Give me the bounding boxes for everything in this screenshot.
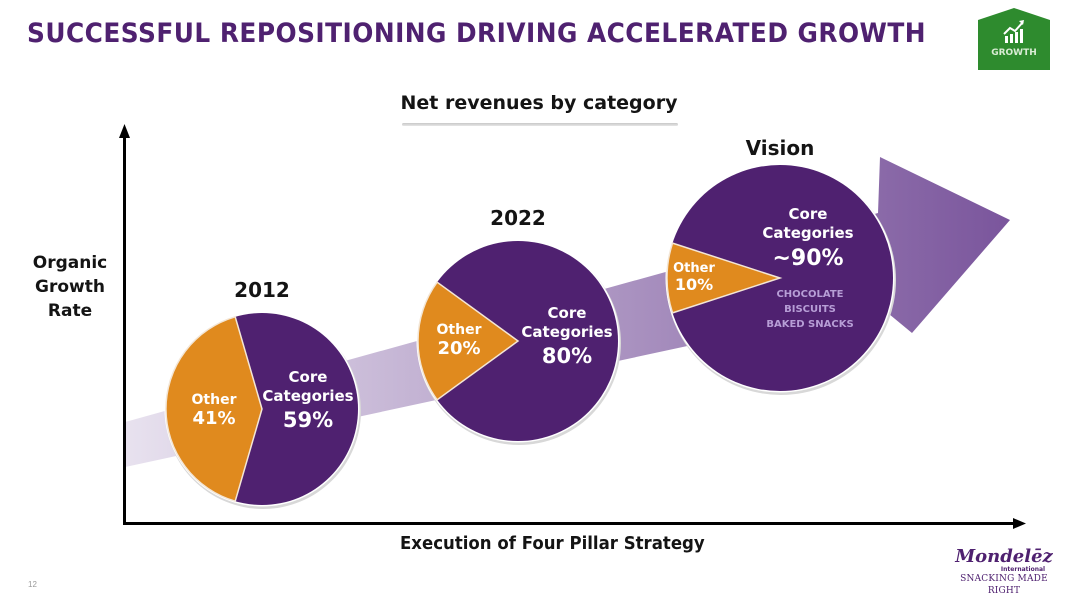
page-number: 12 [28,580,37,589]
core-value: ~90% [772,246,843,271]
core-detail-item: BISCUITS [784,304,836,315]
other-label: Other [192,392,237,408]
core-label-line: Core [289,368,328,386]
pie-year-label: 2022 [490,206,546,230]
y-axis-label-line: Rate [47,301,93,321]
logo-tagline: SNACKING MADE RIGHT [960,574,1048,596]
pie-year-label: Vision [746,136,815,160]
chart-title: Net revenues by category [400,92,678,114]
core-detail-item: BAKED SNACKS [766,319,853,330]
growth-badge: GROWTH [978,8,1050,70]
logo-sub: International [1000,566,1046,573]
slide-title: SUCCESSFUL REPOSITIONING DRIVING ACCELER… [27,18,927,49]
growth-badge-shape [978,8,1050,70]
x-axis-arrowhead [1013,518,1026,529]
other-value: 41% [192,408,235,429]
y-axis-label-line: Organic [32,253,108,273]
y-axis-arrowhead [119,124,130,138]
y-axis-label-line: Growth [35,277,105,297]
pie-slice-other [666,242,783,314]
core-detail-item: CHOCOLATE [776,289,843,300]
other-label: Other [437,322,482,338]
chart-title-underline [402,123,678,126]
growth-chart-icon [1003,20,1024,43]
y-axis-label: Organic Growth Rate [18,251,122,323]
core-label-line: Categories [762,224,853,242]
axes [119,124,1026,529]
pies: 2012Other41%CoreCategories59%2022Other20… [164,136,896,509]
x-axis-label: Execution of Four Pillar Strategy [400,533,705,554]
logo-name: Mondelēz [955,546,1053,567]
core-value: 80% [542,344,592,368]
other-label: Other [673,261,715,276]
core-label-line: Categories [262,387,353,405]
other-value: 10% [675,275,713,294]
badge-label: GROWTH [991,48,1037,58]
core-value: 59% [283,408,333,432]
core-label-line: Core [789,205,828,223]
pie-year-label: 2012 [234,278,290,302]
core-label-line: Categories [521,323,612,341]
mondelez-logo: Mondelēz International SNACKING MADE RIG… [950,548,1058,597]
pie-slice-other [165,315,263,503]
other-value: 20% [437,338,480,359]
pie-slice-other [417,281,520,401]
core-label-line: Core [548,304,587,322]
